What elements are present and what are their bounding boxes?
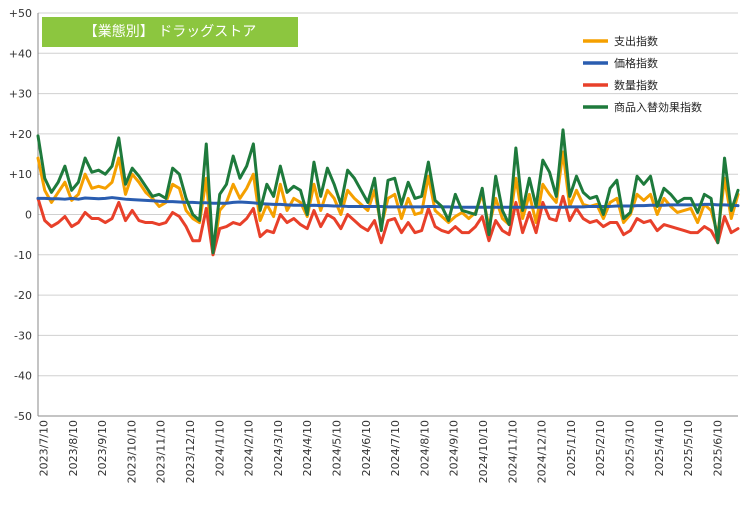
legend-label: 価格指数 [614, 56, 658, 70]
y-tick-label: +20 [9, 128, 32, 141]
y-tick-label: -40 [14, 370, 32, 383]
x-tick-label: 2023/11/10 [155, 420, 168, 483]
y-tick-label: 0 [25, 209, 32, 222]
x-tick-label: 2025/1/10 [565, 420, 578, 476]
x-tick-label: 2024/2/10 [243, 420, 256, 476]
chart-title-box: 【業態別】 ドラッグストア [42, 17, 298, 47]
y-tick-label: +50 [9, 7, 32, 20]
y-tick-label: -30 [14, 329, 32, 342]
y-tick-label: -10 [14, 249, 32, 262]
x-tick-label: 2025/6/10 [711, 420, 724, 476]
y-tick-label: -50 [14, 410, 32, 423]
x-tick-label: 2024/10/10 [477, 420, 490, 483]
x-tick-label: 2025/3/10 [624, 420, 637, 476]
series-line-3 [36, 128, 740, 255]
y-tick-label: +40 [9, 47, 32, 60]
y-tick-label: +10 [9, 168, 32, 181]
x-tick-label: 2024/5/10 [331, 420, 344, 476]
series-line-2 [36, 194, 740, 257]
x-tick-label: 2024/9/10 [448, 420, 461, 476]
x-tick-label: 2023/9/10 [96, 420, 109, 476]
x-tick-label: 2024/6/10 [360, 420, 373, 476]
y-tick-label: +30 [9, 88, 32, 101]
x-tick-label: 2023/12/10 [184, 420, 197, 483]
x-tick-label: 2023/10/10 [125, 420, 138, 483]
x-tick-label: 2025/2/10 [594, 420, 607, 476]
x-tick-label: 2024/8/10 [418, 420, 431, 476]
x-tick-label: 2023/8/10 [67, 420, 80, 476]
chart-title: 【業態別】 ドラッグストア [83, 24, 257, 40]
x-tick-label: 2024/3/10 [272, 420, 285, 476]
x-tick-label: 2024/4/10 [301, 420, 314, 476]
x-tick-label: 2024/11/10 [506, 420, 519, 483]
legend-label: 支出指数 [614, 34, 658, 48]
x-tick-label: 2024/12/10 [536, 420, 549, 483]
x-tick-label: 2024/1/10 [213, 420, 226, 476]
legend-label: 商品入替効果指数 [614, 100, 702, 114]
y-tick-label: -20 [14, 289, 32, 302]
x-tick-label: 2024/7/10 [389, 420, 402, 476]
x-tick-label: 2023/7/10 [38, 420, 51, 476]
legend-label: 数量指数 [614, 78, 658, 92]
x-tick-label: 2025/4/10 [653, 420, 666, 476]
x-tick-label: 2025/5/10 [682, 420, 695, 476]
